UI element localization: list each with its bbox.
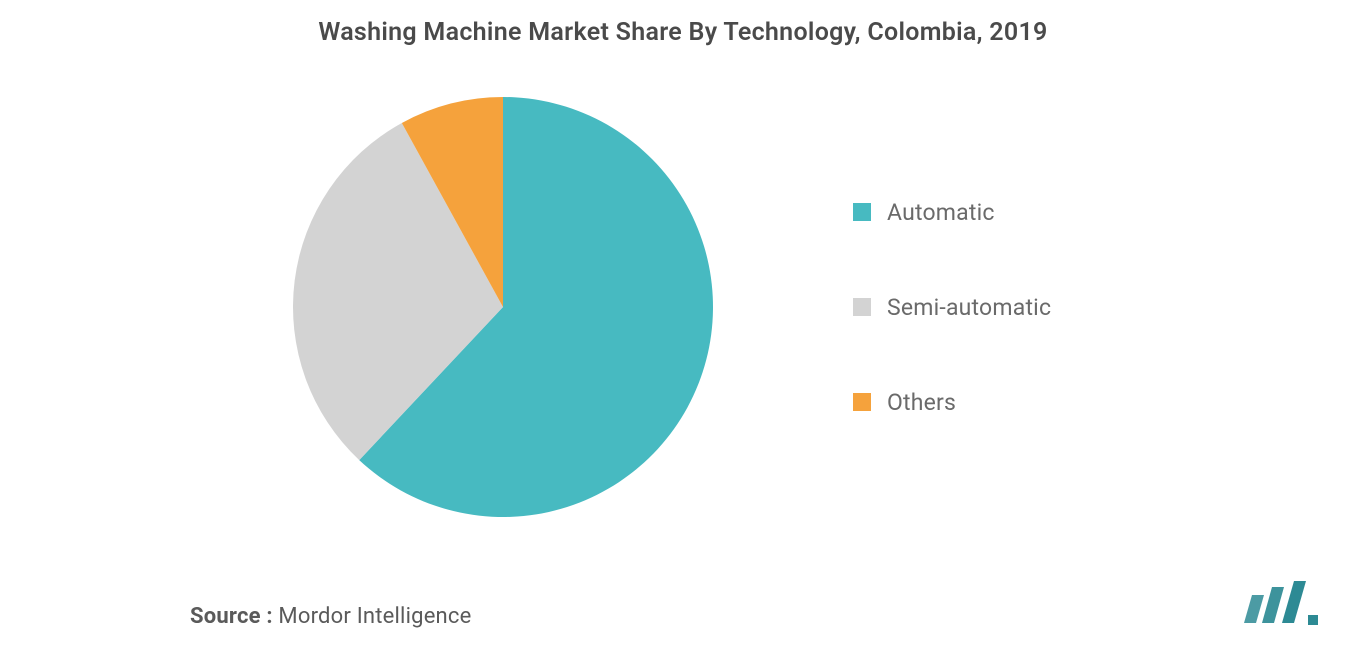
chart-title: Washing Machine Market Share By Technolo… [50, 18, 1316, 47]
legend-swatch [853, 298, 871, 316]
brand-logo [1240, 581, 1322, 629]
legend-item-others: Others [853, 389, 1073, 416]
source-label: Source : [190, 604, 273, 629]
source-value: Mordor Intelligence [278, 604, 471, 629]
legend-swatch [853, 203, 871, 221]
legend-label: Semi-automatic [887, 294, 1051, 321]
chart-container: Washing Machine Market Share By Technolo… [0, 0, 1366, 655]
legend-item-semi-automatic: Semi-automatic [853, 294, 1073, 321]
logo-accent-icon [1308, 615, 1318, 625]
source-attribution: Source : Mordor Intelligence [190, 604, 472, 629]
pie-chart [293, 97, 713, 517]
legend-swatch [853, 393, 871, 411]
logo-bar-icon [1244, 595, 1264, 623]
legend-label: Others [887, 389, 956, 416]
legend-item-automatic: Automatic [853, 199, 1073, 226]
logo-bar-icon [1262, 587, 1284, 623]
legend-label: Automatic [887, 199, 995, 226]
legend: Automatic Semi-automatic Others [853, 199, 1073, 416]
footer: Source : Mordor Intelligence [0, 581, 1366, 629]
chart-body: Automatic Semi-automatic Others [50, 67, 1316, 547]
logo-bar-icon [1282, 581, 1306, 623]
